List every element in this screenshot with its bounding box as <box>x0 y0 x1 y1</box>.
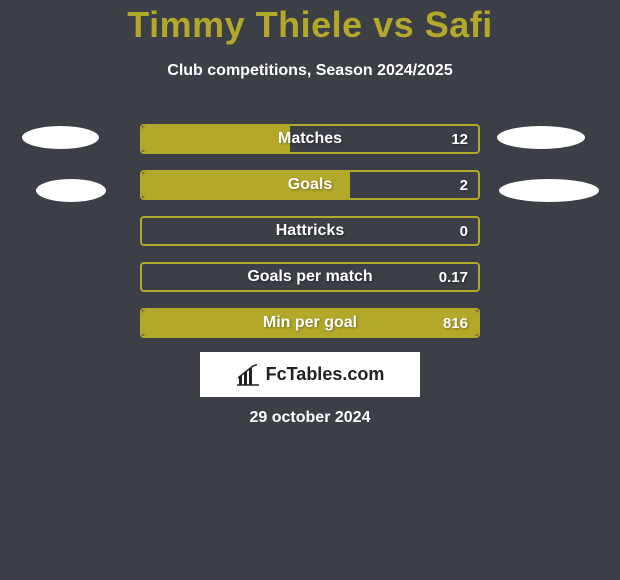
stat-row: Goals per match 0.17 <box>140 262 480 292</box>
date-label: 29 october 2024 <box>0 409 620 427</box>
bar-chart-icon <box>236 364 260 386</box>
stat-value: 12 <box>451 126 468 152</box>
stat-label: Goals per match <box>142 264 478 290</box>
stat-label: Hattricks <box>142 218 478 244</box>
stat-fill <box>142 172 350 198</box>
stat-row: Hattricks 0 <box>140 216 480 246</box>
decorative-ellipse <box>499 179 599 202</box>
comparison-canvas: Timmy Thiele vs Safi Club competitions, … <box>0 0 620 580</box>
stat-row: Matches 12 <box>140 124 480 154</box>
stat-value: 0 <box>460 218 468 244</box>
decorative-ellipse <box>22 126 99 149</box>
decorative-ellipse <box>497 126 585 149</box>
stat-row: Min per goal 816 <box>140 308 480 338</box>
fctables-logo: FcTables.com <box>200 352 420 397</box>
stat-value: 2 <box>460 172 468 198</box>
page-subtitle: Club competitions, Season 2024/2025 <box>0 62 620 80</box>
page-title: Timmy Thiele vs Safi <box>0 4 620 46</box>
stat-fill <box>142 310 478 336</box>
decorative-ellipse <box>36 179 106 202</box>
stat-value: 0.17 <box>439 264 468 290</box>
stat-fill <box>142 126 290 152</box>
logo-text: FcTables.com <box>266 364 385 385</box>
stat-row: Goals 2 <box>140 170 480 200</box>
